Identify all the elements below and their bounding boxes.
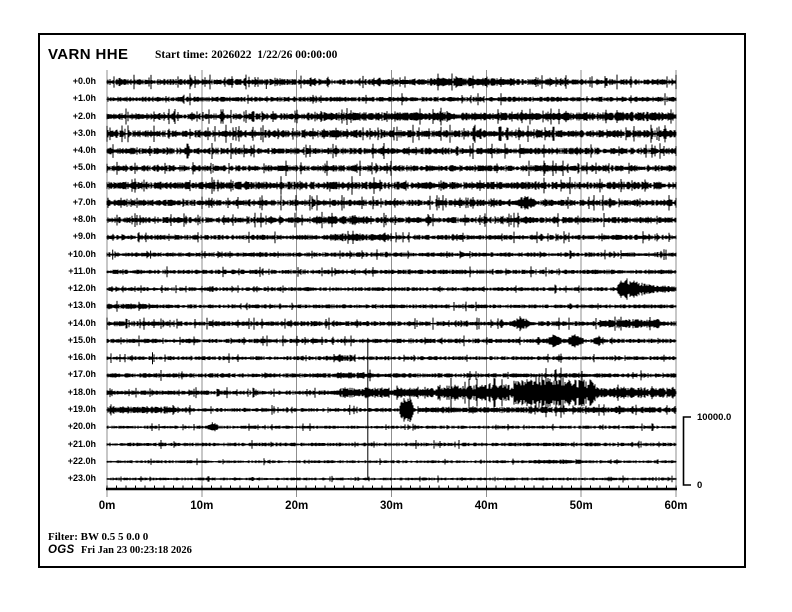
- hour-label: +12.0h: [67, 283, 96, 294]
- hour-label: +7.0h: [72, 196, 96, 207]
- hour-label: +3.0h: [72, 127, 96, 138]
- agency-label: OGS: [48, 544, 75, 556]
- x-tick-label: 10m: [190, 500, 214, 512]
- filter-label: Filter: BW 0.5 5 0.0 0: [48, 531, 149, 543]
- hour-label: +9.0h: [72, 231, 96, 242]
- hour-label: +20.0h: [67, 421, 96, 432]
- hour-label: +11.0h: [68, 265, 96, 276]
- hour-label: +21.0h: [67, 438, 96, 449]
- hour-label: +23.0h: [67, 473, 96, 483]
- hour-label: +4.0h: [72, 145, 96, 155]
- hour-label: +18.0h: [67, 386, 96, 397]
- hour-label: +17.0h: [67, 369, 96, 380]
- hour-label: +22.0h: [67, 455, 96, 466]
- generated-timestamp: Fri Jan 23 00:23:18 2026: [81, 545, 192, 556]
- scale-min-label: 0: [697, 480, 703, 491]
- hour-label: +19.0h: [67, 403, 96, 414]
- hour-label: +15.0h: [67, 334, 96, 345]
- hour-label: +8.0h: [72, 214, 96, 225]
- x-tick-label: 0m: [98, 500, 116, 512]
- x-tick-label: 60m: [664, 500, 688, 512]
- scale-max-label: 10000.0: [697, 412, 732, 423]
- start-time-label: Start time: 2026022 1/22/26 00:00:00: [155, 49, 338, 61]
- hour-label: +14.0h: [67, 317, 96, 328]
- x-tick-label: 20m: [285, 500, 309, 512]
- station-title: VARN HHE: [48, 46, 129, 63]
- hour-label: +0.0h: [72, 76, 96, 86]
- x-tick-label: 50m: [569, 500, 593, 512]
- hour-label: +2.0h: [72, 110, 96, 121]
- plot-frame: [38, 33, 746, 568]
- hour-label: +13.0h: [67, 300, 96, 311]
- hour-label: +6.0h: [72, 179, 96, 190]
- x-tick-label: 30m: [379, 500, 404, 512]
- hour-label: +10.0h: [67, 248, 96, 259]
- hour-label: +1.0h: [72, 93, 96, 104]
- hour-label: +16.0h: [67, 352, 96, 363]
- x-tick-label: 40m: [474, 500, 498, 512]
- hour-label: +5.0h: [72, 162, 96, 173]
